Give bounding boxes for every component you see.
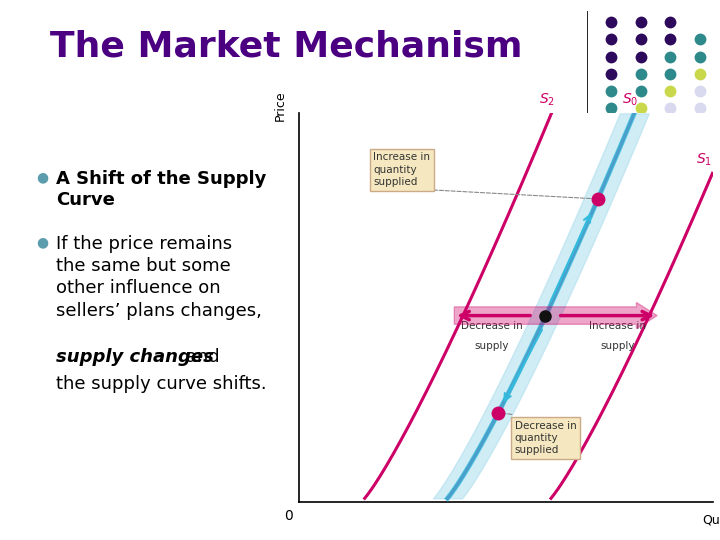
Text: If the price remains
the same but some
other influence on
sellers’ plans changes: If the price remains the same but some o… xyxy=(56,235,262,320)
Text: Decrease in: Decrease in xyxy=(461,321,523,332)
Text: 0: 0 xyxy=(284,509,293,523)
Text: ●: ● xyxy=(36,170,48,184)
Text: $\it{S}_0$: $\it{S}_0$ xyxy=(622,91,638,107)
Text: supply changes: supply changes xyxy=(56,348,214,366)
X-axis label: Quantity: Quantity xyxy=(702,514,720,527)
Text: Increase in
quantity
supplied: Increase in quantity supplied xyxy=(373,152,431,187)
Text: $\it{S}_2$: $\it{S}_2$ xyxy=(539,91,555,107)
Text: Increase in: Increase in xyxy=(589,321,647,332)
Text: supply: supply xyxy=(600,341,635,351)
Text: The Market Mechanism: The Market Mechanism xyxy=(50,30,523,64)
Text: and: and xyxy=(180,348,220,366)
Text: supply: supply xyxy=(474,341,509,351)
Text: the supply curve shifts.: the supply curve shifts. xyxy=(56,375,267,393)
Text: Decrease in
quantity
supplied: Decrease in quantity supplied xyxy=(515,421,577,455)
Text: A Shift of the Supply
Curve: A Shift of the Supply Curve xyxy=(56,170,266,209)
FancyArrow shape xyxy=(454,302,657,329)
Text: ●: ● xyxy=(36,235,48,249)
Text: $\it{S}_1$: $\it{S}_1$ xyxy=(696,151,713,167)
Y-axis label: Price: Price xyxy=(274,90,287,121)
